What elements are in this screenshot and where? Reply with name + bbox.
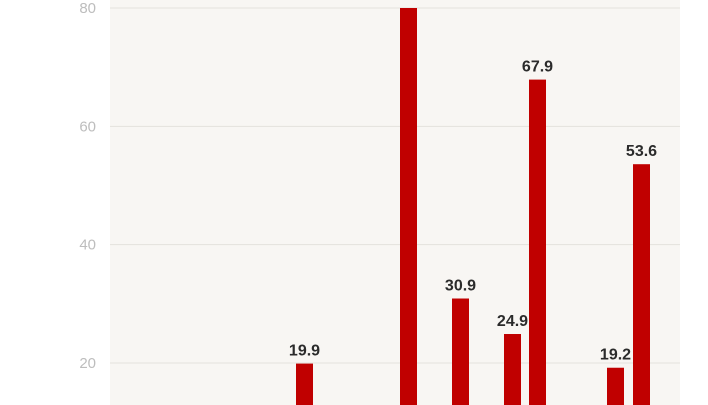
- gridlines: [110, 7, 680, 364]
- bars: [296, 8, 650, 405]
- bar: [296, 363, 313, 405]
- bar: [504, 334, 521, 405]
- bar: [452, 298, 469, 405]
- bar: [633, 164, 650, 405]
- value-labels: 19.9 30.9 24.9 67.9 19.2 53.6: [289, 59, 657, 364]
- bar: [607, 367, 624, 405]
- plot-background: [110, 0, 680, 405]
- y-tick-label: 20: [79, 355, 96, 372]
- bar: [400, 8, 417, 405]
- bar-value-label: 53.6: [626, 143, 657, 160]
- bar-value-label: 19.2: [600, 347, 631, 364]
- y-tick-label: 60: [79, 118, 96, 135]
- bar-value-label: 30.9: [445, 278, 476, 295]
- bar-value-label: 24.9: [497, 313, 528, 330]
- y-tick-label: 80: [79, 0, 96, 17]
- y-axis-ticks: 20 40 60 80: [79, 0, 96, 372]
- bar-value-label: 67.9: [522, 59, 553, 76]
- bar: [529, 79, 546, 405]
- y-tick-label: 40: [79, 237, 96, 254]
- bar-value-label: 19.9: [289, 343, 320, 360]
